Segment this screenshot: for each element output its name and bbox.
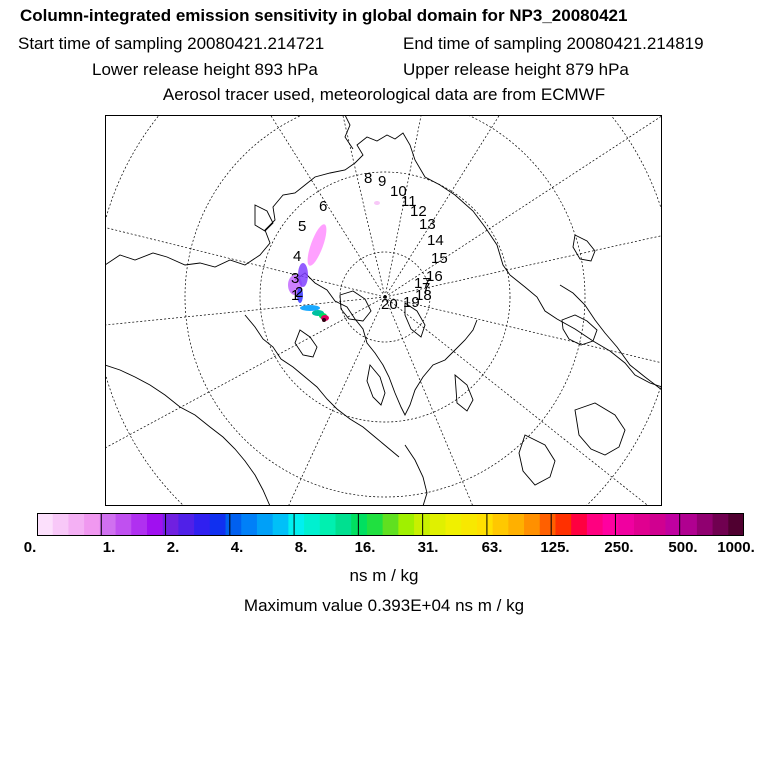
colorbar-segment [288,513,305,536]
trajectory-label: 13 [419,216,436,233]
colorbar-segment [84,513,101,536]
colorbar-segment [272,513,289,536]
trajectory-label: 5 [298,218,306,235]
trajectory-label: 12 [410,203,427,220]
colorbar-segment [649,513,666,536]
colorbar-segment [351,513,368,536]
trajectory-label: 16 [426,268,443,285]
trajectory-label: 6 [319,198,327,215]
trajectory-label: 1 [291,287,299,304]
colorbar-segment [571,513,588,536]
colorbar-segment [398,513,415,536]
colorbar-tick-label: 16. [354,539,376,556]
colorbar-tick-label: 2. [166,539,180,556]
trajectory-label: 7 [422,280,430,297]
colorbar-segment [319,513,337,536]
emission-plume [288,201,380,322]
colorbar-segment [335,513,352,536]
colorbar-segment [634,513,651,536]
colorbar-tick-label: 0. [23,539,37,556]
plot-title: Column-integrated emission sensitivity i… [20,6,628,25]
colorbar-segment [68,513,85,536]
colorbar-segment [115,513,132,536]
colorbar-tick-label: 250. [604,539,634,556]
trajectory-label: 4 [293,248,301,265]
colorbar-segment [225,513,242,536]
colorbar-frame [37,513,744,536]
colorbar-tick-label: 500. [668,539,698,556]
colorbar-segment [665,513,682,536]
colorbar-segment [618,513,635,536]
trajectory-label: 2 [295,284,303,301]
tracer-note: Aerosol tracer used, meteorological data… [162,85,606,104]
colorbar-segment [602,513,619,536]
trajectory-label: 10 [390,183,407,200]
colorbar [37,513,744,536]
colorbar-tick-label: 31. [417,539,439,556]
trajectory-label: 18 [415,287,432,304]
colorbar-tick-label: 63. [481,539,503,556]
colorbar-segment [304,513,321,536]
colorbar-segment [429,513,446,536]
colorbar-segment [52,513,69,536]
colorbar-segment [382,513,399,536]
start-time: Start time of sampling 20080421.214721 [18,34,325,53]
colorbar-segment [241,513,258,536]
colorbar-segment [366,513,384,536]
colorbar-segment [492,513,509,536]
map-frame [105,115,662,506]
colorbar-segment [209,513,227,536]
colorbar-tick-label: 1. [102,539,116,556]
colorbar-tick-label: 125. [540,539,570,556]
colorbar-tick-label: 1000. [717,539,755,556]
coastlines [105,115,662,506]
maximum-value: Maximum value 0.393E+04 ns m / kg [243,596,525,615]
colorbar-segment [194,513,211,536]
end-time: End time of sampling 20080421.214819 [403,34,704,53]
colorbar-units: ns m / kg [349,566,419,585]
lower-release-height: Lower release height 893 hPa [92,60,318,79]
trajectory-labels: 1 2 3 4 5 6 7 8 9 10 11 12 13 14 15 16 1… [291,170,448,313]
trajectory-label: 20 [381,296,398,313]
colorbar-segment [99,513,117,536]
colorbar-segment [539,513,556,536]
colorbar-segment [256,513,274,536]
colorbar-segment [37,513,54,536]
colorbar-segment [508,513,525,536]
trajectory-label: 15 [431,250,448,267]
colorbar-segment [476,513,494,536]
colorbar-segment [696,513,714,536]
trajectory-label: 19 [403,294,420,311]
colorbar-segment [681,513,698,536]
trajectory-label: 14 [427,232,444,249]
colorbar-segment [712,513,729,536]
colorbar-segment [445,513,462,536]
upper-release-height: Upper release height 879 hPa [403,60,629,79]
colorbar-segment [524,513,541,536]
polar-map: 1 2 3 4 5 6 7 8 9 10 11 12 13 14 15 16 1… [105,115,662,506]
colorbar-segment [178,513,195,536]
trajectory-label: 17 [414,275,431,292]
colorbar-tick-label: 4. [230,539,244,556]
colorbar-segment [461,513,478,536]
colorbar-segment [131,513,148,536]
colorbar-tick-label: 8. [294,539,308,556]
colorbar-segment [162,513,179,536]
colorbar-segment [586,513,604,536]
trajectory-label: 9 [378,173,386,190]
trajectory-label: 11 [401,193,417,210]
colorbar-segment [555,513,572,536]
trajectory-label: 3 [291,270,299,287]
colorbar-segment [728,513,744,536]
trajectory-label: 8 [364,170,372,187]
colorbar-segment [146,513,164,536]
